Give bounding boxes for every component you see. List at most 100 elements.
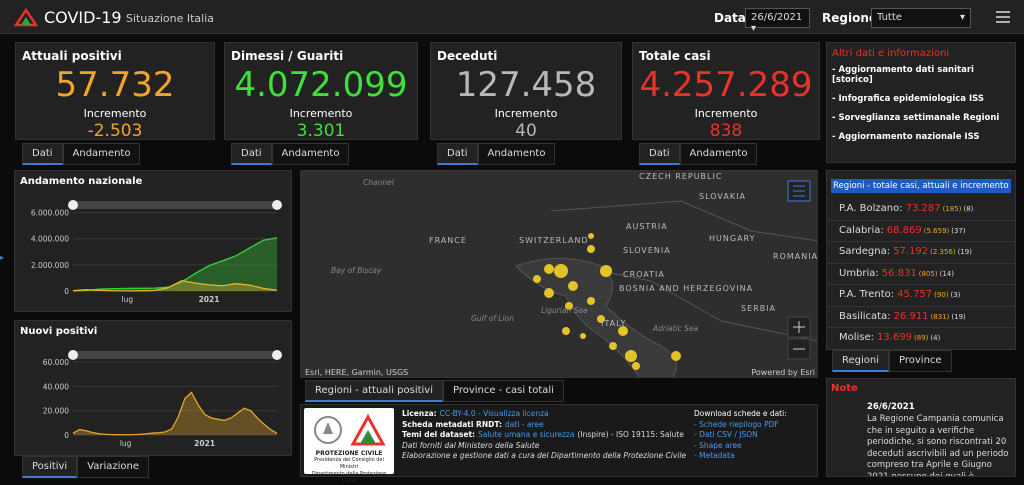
kpi-tabs: Dati Andamento xyxy=(22,143,141,165)
y-tick-label: 0 xyxy=(64,287,69,296)
map-label: SLOVAKIA xyxy=(699,192,746,201)
kpi-card: Deceduti 127.458 Incremento 40 xyxy=(430,42,622,141)
region-total: 56.831 xyxy=(881,267,917,279)
region-current: (805) xyxy=(918,269,938,278)
map-label: FRANCE xyxy=(429,236,467,245)
region-row[interactable]: Umbria: 56.831 (805) (14) xyxy=(827,264,1015,285)
kpi-card: Dimessi / Guariti 4.072.099 Incremento 3.30… xyxy=(224,42,418,141)
tab[interactable]: Variazione xyxy=(77,456,150,478)
tab[interactable]: Dati xyxy=(22,143,63,165)
region-row[interactable]: Molise: 13.699 (89) (4) xyxy=(827,328,1015,349)
area-fill xyxy=(73,280,277,291)
x-tick-label: 2021 xyxy=(194,439,215,448)
note-panel: Note 26/6/2021 La Regione Campania comun… xyxy=(826,378,1016,477)
download-link[interactable]: - Schede riepilogo PDF xyxy=(694,419,779,429)
regions-tabs: Regioni Province xyxy=(832,350,952,372)
tab[interactable]: Andamento xyxy=(271,143,350,165)
tab[interactable]: Regioni - attuali positivi xyxy=(305,380,443,402)
region-current: (2.356) xyxy=(930,248,956,256)
region-current: (831) xyxy=(930,312,950,321)
kpi-tabs: Dati Andamento xyxy=(231,143,350,165)
footer: PROTEZIONE CIVILE Presidenza del Consigli… xyxy=(300,404,818,484)
region-total: 57.192 xyxy=(893,246,929,257)
info-text: (Inspire) - ISO 19115: Salute xyxy=(577,430,684,439)
map-label: ITALY xyxy=(601,319,626,328)
info-link[interactable]: dati - aree xyxy=(505,419,544,429)
tab[interactable]: Dati xyxy=(639,143,680,165)
tab[interactable]: Andamento xyxy=(477,143,556,165)
region-name: P.A. Bolzano: xyxy=(839,203,903,214)
region-current: (5.659) xyxy=(923,226,950,235)
tab[interactable]: Dati xyxy=(231,143,272,165)
download-link[interactable]: - Metadata xyxy=(694,451,735,460)
logo-line: Presidenza del Consiglio dei Ministri xyxy=(314,457,384,470)
note-title: Note xyxy=(831,383,858,394)
map-label: SLOVENIA xyxy=(623,246,671,255)
region-row[interactable]: P.A. Trento: 45.757 (90) (3) xyxy=(827,285,1015,307)
map-label: AUSTRIA xyxy=(626,222,668,231)
map-canvas: Esri, HERE, Garmin, USGS Powered by Esri… xyxy=(301,171,817,377)
map-label: CROATIA xyxy=(623,270,665,279)
footer-downloads: Download schede e dati: - Schede riepilo… xyxy=(694,409,787,462)
info-link[interactable]: - Infografica epidemiologica ISS xyxy=(832,94,985,104)
download-link[interactable]: - Dati CSV / JSON xyxy=(694,430,758,439)
info-link[interactable]: - Sorveglianza settimanale Regioni xyxy=(832,113,1000,123)
info-link[interactable]: - Aggiornamento dati sanitari [storico] xyxy=(832,65,974,85)
region-row[interactable]: Sardegna: 57.192 (2.356) (19) xyxy=(827,242,1015,264)
tab[interactable]: Province - casi totali xyxy=(443,380,564,402)
info-text: Scheda metadati RNDT: xyxy=(402,419,503,429)
area-fill xyxy=(73,392,277,435)
region-row[interactable]: Basilicata: 26.911 (831) (19) xyxy=(827,307,1015,328)
kpi-title: Deceduti xyxy=(437,49,498,63)
tab[interactable]: Regioni xyxy=(832,350,890,372)
y-tick-label: 6.000.000 xyxy=(31,209,69,218)
info-link[interactable]: - Aggiornamento nazionale ISS xyxy=(832,132,980,142)
note-text: La Regione Campania comunica che in segu… xyxy=(867,414,1009,477)
map: Esri, HERE, Garmin, USGS Powered by Esri… xyxy=(300,170,818,378)
region-current: (89) xyxy=(914,334,929,342)
tab[interactable]: Positivi xyxy=(22,456,78,478)
region-current: (185) xyxy=(942,205,962,213)
chart: Andamento nazionale 0 2.000.000 4.000.000 6.… xyxy=(20,176,282,304)
kpi-title: Totale casi xyxy=(639,49,711,63)
y-tick-label: 60.000 xyxy=(43,358,69,367)
kpi-card: Totale casi 4.257.289 Incremento 838 xyxy=(632,42,820,141)
new-positives-panel: Nuovi positivi 0 20.000 40.000 60.000 lug 2021 xyxy=(14,320,292,456)
region-row[interactable]: P.A. Bolzano: 73.287 (185) (8) xyxy=(827,199,1015,221)
app-subtitle: Situazione Italia xyxy=(126,12,215,25)
tab[interactable]: Dati xyxy=(437,143,478,165)
kpi-tabs: Dati Andamento xyxy=(639,143,758,165)
tab[interactable]: Andamento xyxy=(679,143,758,165)
note-date: 26/6/2021 xyxy=(867,402,915,412)
region-increment: (19) xyxy=(951,312,966,321)
date-select[interactable]: 26/6/2021 ▾ xyxy=(745,8,810,34)
menu-button[interactable] xyxy=(996,11,1010,23)
chart-tabs: Positivi Variazione xyxy=(22,456,150,478)
area-fill xyxy=(73,237,277,291)
info-link[interactable]: Salute umana e sicurezza xyxy=(478,430,575,439)
region-name: Sardegna: xyxy=(839,246,891,257)
info-link[interactable]: CC-BY-4.0 - Visualizza licenza xyxy=(439,409,549,418)
region-increment: (14) xyxy=(939,269,954,278)
chart: Nuovi positivi 0 20.000 40.000 60.000 lug 2021 xyxy=(20,326,282,448)
download-title: Download schede e dati: xyxy=(694,409,787,418)
region-value: Tutte xyxy=(877,12,902,23)
side-toggle[interactable]: ▸ xyxy=(0,253,5,262)
tab[interactable]: Province xyxy=(889,350,952,372)
chart-title: Andamento nazionale xyxy=(20,176,142,187)
logo xyxy=(14,7,38,27)
region-select[interactable]: Tutte ▾ xyxy=(871,8,971,28)
region-total: 45.757 xyxy=(897,289,933,300)
kpi-title: Dimessi / Guariti xyxy=(231,49,344,63)
y-tick-label: 4.000.000 xyxy=(31,235,69,244)
region-row[interactable]: Calabria: 68.869 (5.659) (37) xyxy=(827,221,1015,242)
download-link[interactable]: - Shape aree xyxy=(694,440,742,450)
tab[interactable]: Andamento xyxy=(62,143,141,165)
region-increment: (37) xyxy=(951,226,966,235)
region-total: 68.869 xyxy=(886,224,922,236)
map-label: CZECH REPUBLIC xyxy=(639,172,722,181)
region-increment: (3) xyxy=(950,291,961,299)
footer-logo: PROTEZIONE CIVILE Presidenza del Consigli… xyxy=(304,408,394,484)
